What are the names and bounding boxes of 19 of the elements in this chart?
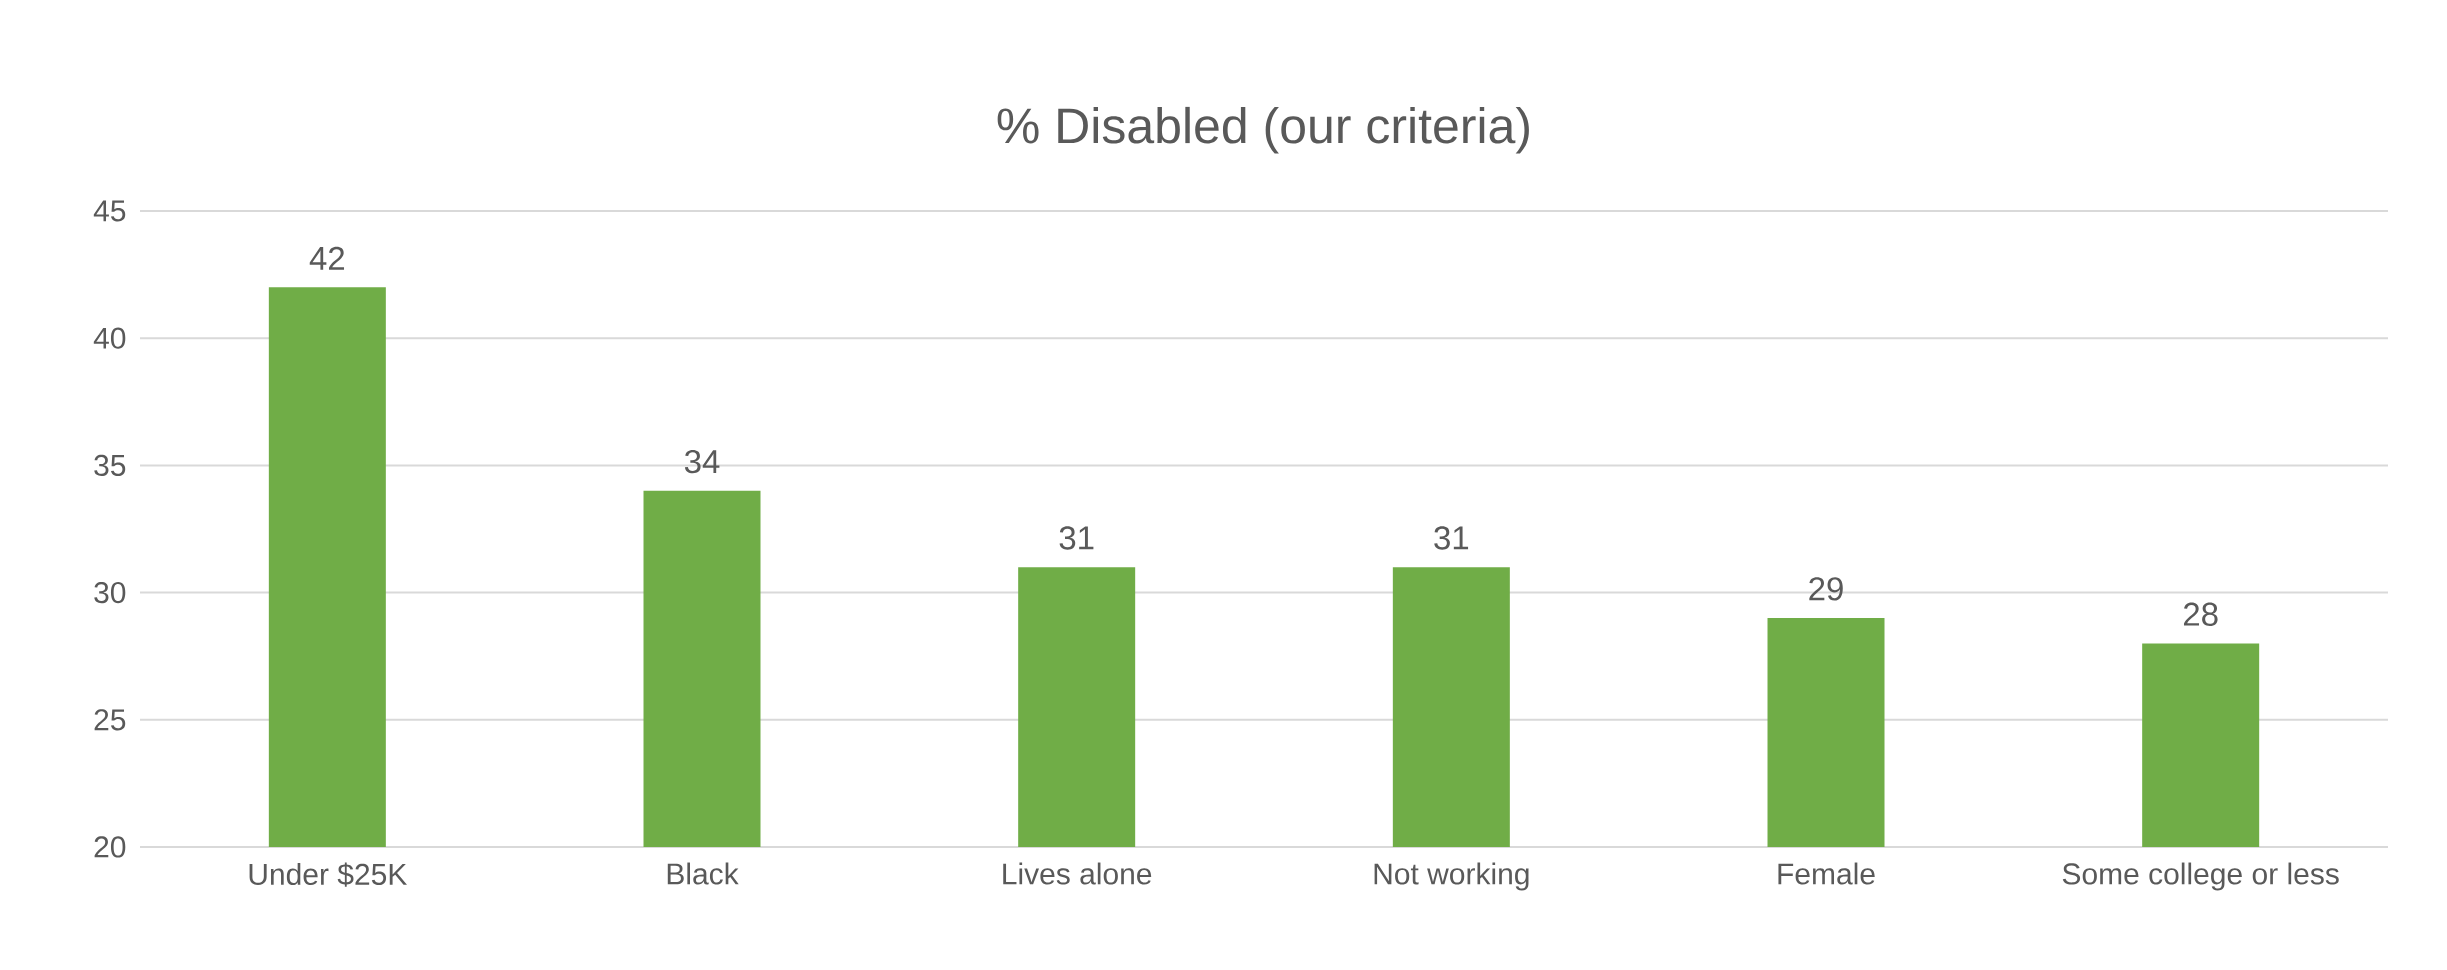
x-tick-label: Some college or less bbox=[2062, 862, 2339, 891]
data-label: 31 bbox=[1434, 526, 1469, 550]
data-label: 42 bbox=[309, 246, 345, 270]
y-tick-label: 40 bbox=[93, 327, 126, 349]
x-tick-label: Lives alone bbox=[1003, 862, 1152, 885]
y-tick-label: 35 bbox=[94, 454, 126, 477]
y-tick-label: 30 bbox=[94, 581, 126, 604]
chart-title: % Disabled (our criteria) bbox=[997, 106, 1529, 154]
y-tick-label: 25 bbox=[94, 709, 126, 731]
y-tick-label: 20 bbox=[94, 836, 126, 858]
x-tick-label: Under $25K bbox=[249, 862, 407, 887]
y-tick-label: 45 bbox=[93, 200, 126, 222]
x-tick-label: Not working bbox=[1374, 862, 1529, 891]
data-label: 29 bbox=[1809, 577, 1843, 601]
x-tick-label: Black bbox=[667, 862, 739, 885]
data-label: 28 bbox=[2183, 602, 2218, 626]
data-label: 34 bbox=[684, 449, 720, 474]
x-tick-label: Female bbox=[1778, 862, 1875, 885]
data-label: 31 bbox=[1059, 526, 1094, 550]
